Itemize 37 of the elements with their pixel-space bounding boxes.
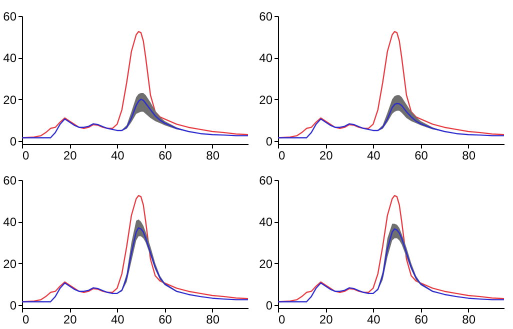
y-tick-label: 20 (3, 92, 17, 107)
y-tick-label: 0 (10, 298, 17, 312)
x-tick-label: 60 (414, 148, 428, 162)
x-tick-label: 0 (278, 312, 286, 326)
y-tick-label: 40 (259, 215, 273, 230)
x-tick-label: 0 (22, 312, 30, 326)
x-tick-label: 60 (158, 148, 172, 162)
y-tick-label: 60 (259, 174, 273, 188)
x-tick-label: 0 (22, 148, 30, 162)
y-tick-label: 0 (266, 134, 273, 148)
x-tick-label: 40 (366, 312, 381, 326)
x-tick-label: 20 (63, 312, 78, 326)
x-tick-label: 80 (462, 148, 476, 162)
x-tick-label: 60 (158, 312, 172, 326)
x-tick-label: 40 (110, 148, 125, 162)
y-tick-label: 0 (10, 134, 17, 148)
x-tick-label: 60 (414, 312, 428, 326)
x-tick-label: 80 (206, 148, 220, 162)
y-tick-label: 20 (259, 256, 273, 271)
y-tick-label: 40 (3, 215, 17, 230)
y-tick-label: 20 (3, 256, 17, 271)
x-tick-label: 20 (319, 148, 334, 162)
y-tick-label: 40 (259, 51, 273, 66)
x-tick-label: 20 (63, 148, 78, 162)
x-tick-label: 0 (278, 148, 286, 162)
x-tick-label: 40 (366, 148, 381, 162)
x-tick-label: 20 (319, 312, 334, 326)
y-tick-label: 40 (3, 51, 17, 66)
y-tick-label: 0 (266, 298, 273, 312)
x-tick-label: 80 (206, 312, 220, 326)
y-tick-label: 60 (259, 10, 273, 24)
x-tick-label: 40 (110, 312, 125, 326)
y-tick-label: 20 (259, 92, 273, 107)
x-tick-label: 80 (462, 312, 476, 326)
y-tick-label: 60 (3, 10, 17, 24)
line-series (277, 102, 505, 138)
y-tick-label: 60 (3, 174, 17, 188)
